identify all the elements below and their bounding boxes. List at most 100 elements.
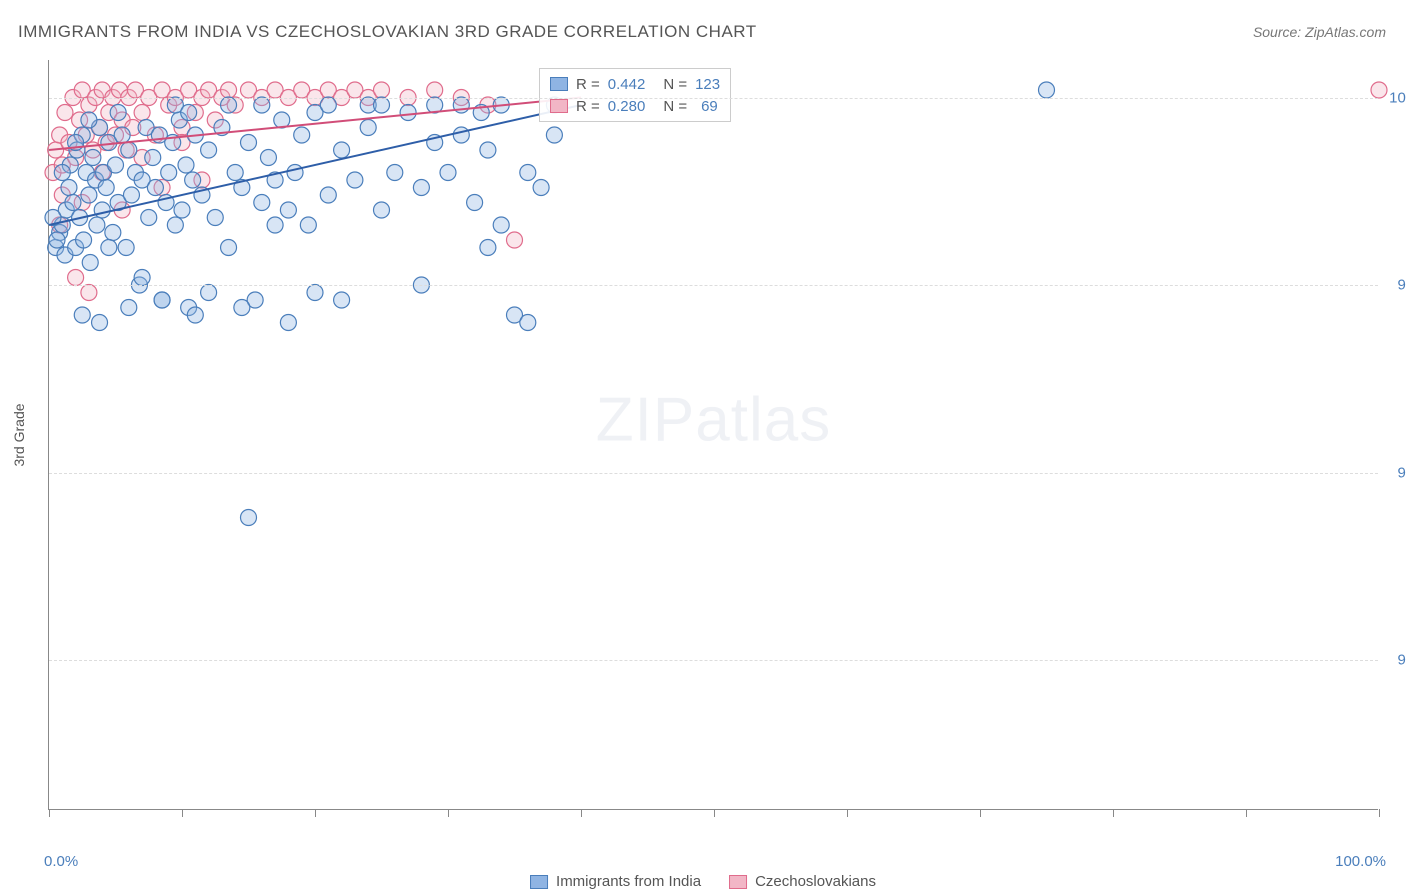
data-point (334, 292, 350, 308)
r-value-1: 0.442 (608, 76, 646, 93)
x-max-label: 100.0% (1335, 853, 1386, 870)
data-point (546, 127, 562, 143)
data-point (374, 97, 390, 113)
data-point (134, 105, 150, 121)
data-point (480, 142, 496, 158)
data-point (201, 142, 217, 158)
data-point (440, 165, 456, 181)
data-point (81, 112, 97, 128)
ytick-label: 97.5% (1397, 277, 1406, 294)
n-label-2: N = (663, 98, 687, 115)
data-point (453, 127, 469, 143)
data-point (234, 300, 250, 316)
data-point (82, 255, 98, 271)
data-point (65, 195, 81, 211)
chart-svg (49, 60, 1378, 809)
data-point (260, 150, 276, 166)
data-point (94, 202, 110, 218)
data-point (533, 180, 549, 196)
gridline (49, 473, 1378, 474)
data-point (480, 240, 496, 256)
data-point (221, 240, 237, 256)
data-point (145, 150, 161, 166)
data-point (227, 165, 243, 181)
data-point (221, 97, 237, 113)
legend-swatch-series2 (729, 875, 747, 889)
data-point (360, 120, 376, 136)
r-label-2: R = (576, 98, 600, 115)
data-point (81, 187, 97, 203)
data-point (174, 202, 190, 218)
data-point (374, 82, 390, 98)
data-point (147, 180, 163, 196)
data-point (1371, 82, 1387, 98)
swatch-series2 (550, 99, 568, 113)
data-point (110, 105, 126, 121)
n-value-1: 123 (695, 76, 720, 93)
data-point (141, 210, 157, 226)
data-point (49, 232, 65, 248)
xtick (714, 809, 715, 817)
gridline (49, 660, 1378, 661)
data-point (207, 210, 223, 226)
xtick (581, 809, 582, 817)
data-point (187, 307, 203, 323)
data-point (467, 195, 483, 211)
data-point (387, 165, 403, 181)
data-point (280, 202, 296, 218)
plot-area: 3rd Grade ZIPatlas R = 0.442 N = 123 R =… (48, 60, 1378, 810)
x-min-label: 0.0% (44, 853, 78, 870)
data-point (123, 187, 139, 203)
swatch-series1 (550, 77, 568, 91)
data-point (307, 285, 323, 301)
data-point (413, 180, 429, 196)
data-point (400, 105, 416, 121)
data-point (181, 105, 197, 121)
data-point (254, 195, 270, 211)
data-point (520, 165, 536, 181)
legend-item-series1: Immigrants from India (530, 873, 701, 890)
data-point (167, 217, 183, 233)
data-point (121, 142, 137, 158)
gridline (49, 285, 1378, 286)
xtick (980, 809, 981, 817)
xtick (49, 809, 50, 817)
data-point (74, 307, 90, 323)
xtick (847, 809, 848, 817)
r-value-2: 0.280 (608, 98, 646, 115)
y-axis-label: 3rd Grade (11, 403, 27, 466)
stats-legend: R = 0.442 N = 123 R = 0.280 N = 69 (539, 68, 731, 122)
data-point (294, 127, 310, 143)
data-point (92, 315, 108, 331)
stats-row-series1: R = 0.442 N = 123 (550, 73, 720, 95)
n-label-1: N = (663, 76, 687, 93)
data-point (280, 315, 296, 331)
gridline (49, 98, 1378, 99)
data-point (1039, 82, 1055, 98)
data-point (61, 180, 77, 196)
data-point (493, 217, 509, 233)
data-point (185, 172, 201, 188)
ytick-label: 95.0% (1397, 464, 1406, 481)
data-point (254, 97, 270, 113)
legend-swatch-series1 (530, 875, 548, 889)
data-point (374, 202, 390, 218)
legend-label-series2: Czechoslovakians (755, 873, 876, 890)
ytick-label: 100.0% (1389, 89, 1406, 106)
data-point (118, 240, 134, 256)
data-point (507, 232, 523, 248)
data-point (201, 285, 217, 301)
data-point (85, 150, 101, 166)
data-point (101, 240, 117, 256)
data-point (57, 105, 73, 121)
data-point (134, 270, 150, 286)
data-point (161, 165, 177, 181)
data-point (89, 217, 105, 233)
data-point (320, 97, 336, 113)
data-point (300, 217, 316, 233)
ytick-label: 92.5% (1397, 652, 1406, 669)
xtick (1246, 809, 1247, 817)
data-point (287, 165, 303, 181)
data-point (178, 157, 194, 173)
data-point (267, 217, 283, 233)
